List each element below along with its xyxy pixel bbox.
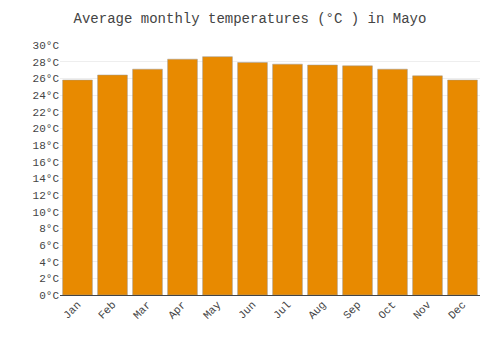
svg-text:Nov: Nov <box>411 299 434 322</box>
svg-text:22°C: 22°C <box>33 107 60 119</box>
svg-text:14°C: 14°C <box>33 173 60 185</box>
svg-text:Dec: Dec <box>446 299 468 321</box>
svg-text:28°C: 28°C <box>33 57 60 69</box>
svg-text:2°C: 2°C <box>39 273 59 285</box>
svg-text:0°C: 0°C <box>39 290 59 302</box>
svg-text:10°C: 10°C <box>33 207 60 219</box>
svg-text:May: May <box>201 299 224 322</box>
svg-text:Oct: Oct <box>376 299 398 321</box>
svg-text:Jan: Jan <box>61 299 83 321</box>
svg-text:20°C: 20°C <box>33 123 60 135</box>
svg-text:Mar: Mar <box>131 299 153 321</box>
svg-text:Average monthly temperatures (: Average monthly temperatures (°C ) in Ma… <box>74 11 427 27</box>
svg-text:16°C: 16°C <box>33 157 60 169</box>
svg-text:30°C: 30°C <box>33 40 60 52</box>
svg-text:26°C: 26°C <box>33 73 60 85</box>
svg-text:18°C: 18°C <box>33 140 60 152</box>
svg-text:12°C: 12°C <box>33 190 60 202</box>
svg-text:Sep: Sep <box>341 299 363 321</box>
svg-text:Apr: Apr <box>166 299 188 321</box>
svg-text:6°C: 6°C <box>39 240 59 252</box>
svg-text:Aug: Aug <box>306 299 328 321</box>
svg-text:Feb: Feb <box>96 299 118 321</box>
svg-text:8°C: 8°C <box>39 223 59 235</box>
svg-text:4°C: 4°C <box>39 257 59 269</box>
svg-text:24°C: 24°C <box>33 90 60 102</box>
svg-text:Jun: Jun <box>236 299 258 321</box>
svg-text:Jul: Jul <box>271 299 293 321</box>
